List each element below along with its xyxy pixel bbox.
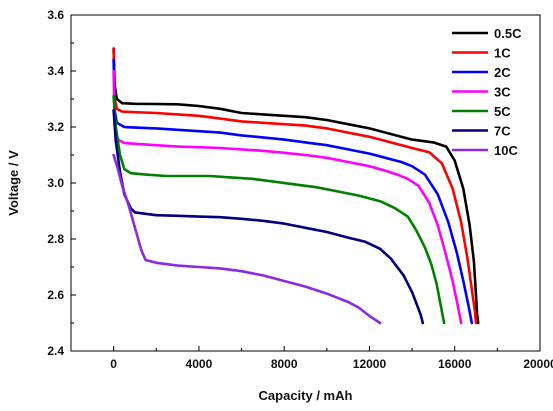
legend-label: 10C [494, 143, 518, 158]
legend-label: 5C [494, 104, 511, 119]
series-line-2C [112, 58, 474, 325]
plot-frame [70, 14, 541, 352]
y-tick-label: 3.2 [47, 120, 64, 134]
axes: 0 4000 8000 12000 16000 20000 2.4 2.6 2.8 3.0 3.2… [47, 8, 553, 371]
y-tick-label: 2.8 [47, 232, 64, 246]
y-tick-label: 2.6 [47, 288, 64, 302]
x-tick-label: 16000 [438, 357, 472, 371]
y-axis-ticks: 2.4 2.6 2.8 3.0 3.2 3.4 3.6 [47, 8, 76, 358]
series-line-3C [112, 69, 463, 325]
legend-label: 7C [494, 124, 511, 139]
y-axis-label: Voltage / V [6, 150, 21, 216]
x-tick-label: 4000 [186, 357, 213, 371]
y-tick-label: 2.4 [47, 344, 64, 358]
series-line-10C [112, 153, 382, 325]
x-tick-label: 20000 [523, 357, 553, 371]
series-line-0_5C [112, 47, 480, 325]
x-axis-ticks: 0 4000 8000 12000 16000 20000 [70, 346, 553, 371]
series-line-7C [112, 108, 425, 325]
legend-label: 1C [494, 46, 511, 61]
legend-label: 0.5C [494, 26, 522, 41]
y-tick-label: 3.6 [47, 8, 64, 22]
series-line-1C [112, 47, 478, 325]
x-tick-label: 8000 [271, 357, 298, 371]
x-tick-label: 12000 [353, 357, 387, 371]
plot-lines [112, 47, 480, 325]
legend-label: 3C [494, 85, 511, 100]
legend: 0.5C 1C 2C 3C 5C 7C 10C [452, 26, 522, 158]
legend-label: 2C [494, 65, 511, 80]
x-axis-label: Capacity / mAh [259, 388, 353, 403]
y-tick-label: 3.0 [47, 176, 64, 190]
series-line-5C [112, 94, 446, 325]
x-tick-label: 0 [110, 357, 117, 371]
y-tick-label: 3.4 [47, 64, 64, 78]
